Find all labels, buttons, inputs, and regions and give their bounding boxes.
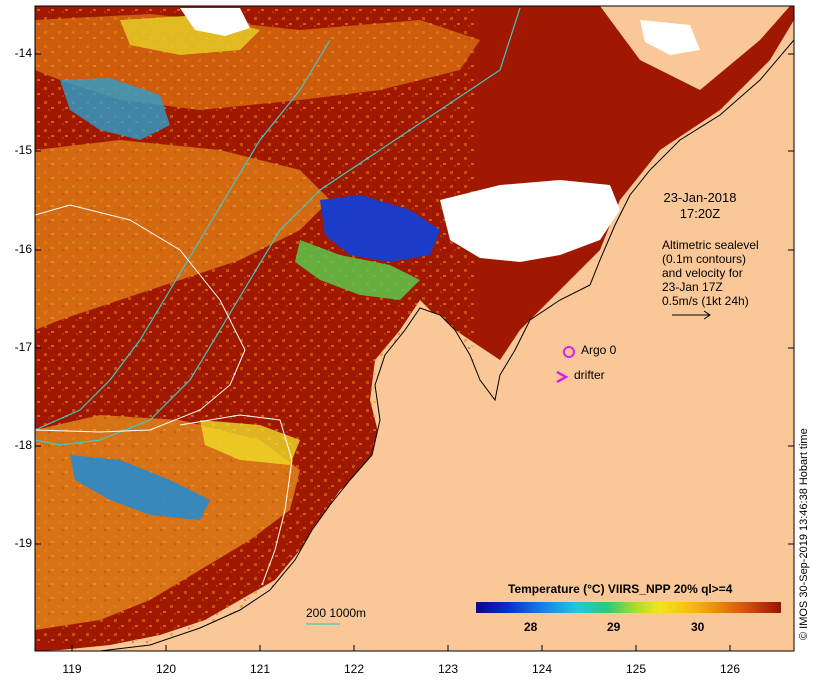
cool-patch-central bbox=[320, 195, 440, 262]
lat-label: -17 bbox=[14, 340, 32, 354]
yellow-patch-south bbox=[200, 420, 300, 465]
lon-label: 121 bbox=[249, 662, 271, 676]
sealevel-legend: Altimetric sealevel (0.1m contours) and … bbox=[662, 238, 759, 308]
legend-line: Altimetric sealevel bbox=[662, 238, 759, 252]
lat-label: -19 bbox=[14, 536, 32, 550]
legend-line: and velocity for bbox=[662, 266, 743, 280]
lat-label: -16 bbox=[14, 242, 32, 256]
date-line: 23-Jan-2018 bbox=[663, 190, 737, 205]
argo-label: Argo 0 bbox=[581, 343, 617, 357]
sealevel-contour bbox=[35, 204, 246, 433]
bathymetry-contour-200m bbox=[35, 7, 521, 446]
colorbar-tick: 29 bbox=[607, 620, 621, 634]
lon-label: 123 bbox=[437, 662, 459, 676]
coastline bbox=[99, 39, 794, 651]
lon-label: 125 bbox=[625, 662, 647, 676]
cloud-mask-ne bbox=[640, 20, 700, 55]
map-frame bbox=[34, 5, 795, 652]
legend-line: 23-Jan 17Z bbox=[662, 280, 723, 294]
drifter-marker bbox=[556, 370, 569, 384]
velocity-scale-arrow bbox=[672, 310, 711, 320]
cloud-mask-north bbox=[180, 8, 250, 36]
legend-line: 0.5m/s (1kt 24h) bbox=[662, 294, 749, 308]
lat-label: -15 bbox=[14, 143, 32, 157]
temperature-colorbar bbox=[476, 602, 781, 613]
colorbar-title: Temperature (°C) VIIRS_NPP 20% ql>=4 bbox=[508, 582, 733, 596]
lon-label: 124 bbox=[531, 662, 553, 676]
cloud-mask bbox=[440, 180, 620, 262]
drifter-label: drifter bbox=[574, 368, 605, 382]
sealevel-contour-south bbox=[179, 414, 293, 586]
colorbar-tick: 28 bbox=[524, 620, 538, 634]
lon-label: 119 bbox=[62, 662, 82, 676]
date-label: 23-Jan-2018 17:20Z bbox=[650, 190, 750, 222]
green-patch-central bbox=[295, 240, 420, 300]
bathymetry-contour-1000m bbox=[35, 39, 331, 431]
time-line: 17:20Z bbox=[679, 206, 721, 221]
lat-label: -18 bbox=[14, 438, 32, 452]
argo-marker bbox=[563, 346, 575, 358]
axis-ticks bbox=[35, 53, 794, 651]
lon-label: 122 bbox=[343, 662, 365, 676]
legend-line: (0.1m contours) bbox=[662, 252, 747, 266]
contour-scale-label: 200 1000m bbox=[306, 606, 367, 620]
cool-patch-south bbox=[70, 455, 210, 520]
lon-label: 120 bbox=[155, 662, 177, 676]
colorbar-tick: 30 bbox=[691, 620, 705, 634]
lat-label: -14 bbox=[14, 46, 32, 60]
credit-text: © IMOS 30-Sep-2019 13:46:38 Hobart time bbox=[798, 428, 810, 640]
lon-label: 126 bbox=[719, 662, 741, 676]
cool-patch-north bbox=[60, 78, 170, 140]
